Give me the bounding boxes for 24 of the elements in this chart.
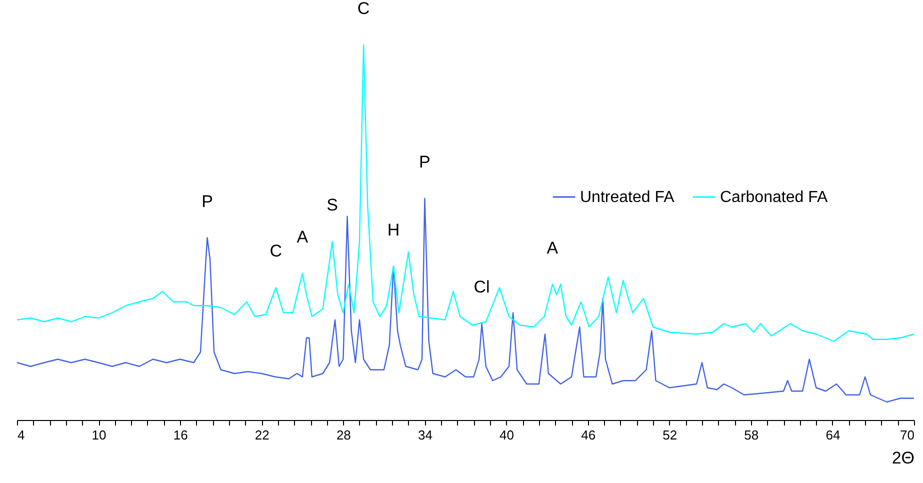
annotation: A: [546, 238, 559, 258]
x-axis-title: 2Θ: [892, 448, 914, 468]
annotation: P: [202, 192, 213, 211]
x-tick-label: 58: [744, 428, 759, 442]
legend-label: Carbonated FA: [720, 189, 828, 206]
x-tick-label: 16: [173, 428, 188, 442]
annotation: H: [387, 220, 400, 240]
x-tick-label: 46: [581, 428, 596, 442]
x-tick-label: 34: [418, 428, 432, 442]
x-tick-label: 22: [254, 428, 270, 442]
annotation: A: [296, 227, 309, 246]
x-tick-label: 64: [826, 428, 840, 442]
annotation: P: [419, 152, 430, 172]
x-tick-label: 28: [336, 428, 351, 442]
annotation: Cl: [474, 278, 490, 297]
annotation: C: [357, 0, 370, 18]
legend-label: Untreated FA: [580, 189, 675, 206]
x-tick-label: 40: [500, 428, 514, 442]
x-tick-label: 70: [900, 428, 914, 442]
annotation: C: [270, 242, 282, 261]
x-tick-label: 52: [662, 428, 678, 442]
x-tick-label: 10: [92, 428, 106, 442]
x-tick-label: 4: [18, 428, 25, 442]
annotation: S: [326, 196, 338, 214]
